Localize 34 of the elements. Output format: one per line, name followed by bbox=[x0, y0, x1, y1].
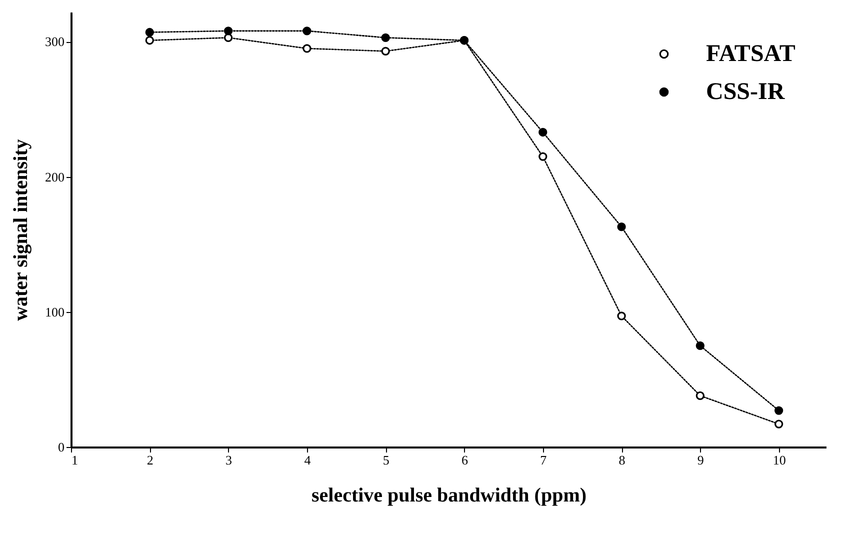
point bbox=[302, 26, 312, 36]
y-axis-title: water signal intensity bbox=[10, 139, 32, 321]
x-tick-label: 9 bbox=[697, 452, 704, 468]
x-tick-label: 4 bbox=[304, 452, 312, 468]
point bbox=[538, 128, 548, 137]
x-tick-label: 3 bbox=[226, 452, 232, 468]
point bbox=[538, 152, 548, 161]
x-tick-label: 1 bbox=[72, 452, 78, 468]
point bbox=[617, 312, 626, 320]
y-tick-label: 300 bbox=[45, 34, 64, 50]
legend-label: CSS-IR bbox=[706, 79, 786, 105]
x-tick-label: 8 bbox=[618, 452, 626, 468]
legend-label: FATSAT bbox=[706, 41, 796, 67]
x-tick-label: 10 bbox=[772, 452, 786, 468]
point bbox=[617, 222, 626, 232]
x-tick-label: 7 bbox=[540, 452, 548, 468]
point bbox=[774, 406, 784, 415]
point bbox=[145, 28, 154, 37]
y-tick-label: 200 bbox=[45, 169, 64, 184]
y-tick-label: 100 bbox=[45, 304, 64, 320]
point bbox=[302, 44, 312, 53]
point bbox=[381, 33, 390, 42]
point bbox=[696, 391, 705, 400]
x-axis-title: selective pulse bandwidth (ppm) bbox=[311, 484, 587, 506]
point bbox=[696, 341, 705, 350]
point bbox=[774, 420, 784, 428]
x-tick-label: 2 bbox=[146, 452, 154, 468]
x-tick-label: 5 bbox=[382, 452, 390, 468]
point bbox=[224, 33, 233, 42]
x-tick-label: 6 bbox=[461, 452, 468, 468]
point bbox=[381, 46, 390, 56]
point bbox=[224, 26, 233, 36]
y-tick-label: 0 bbox=[58, 440, 64, 454]
point bbox=[145, 36, 154, 45]
